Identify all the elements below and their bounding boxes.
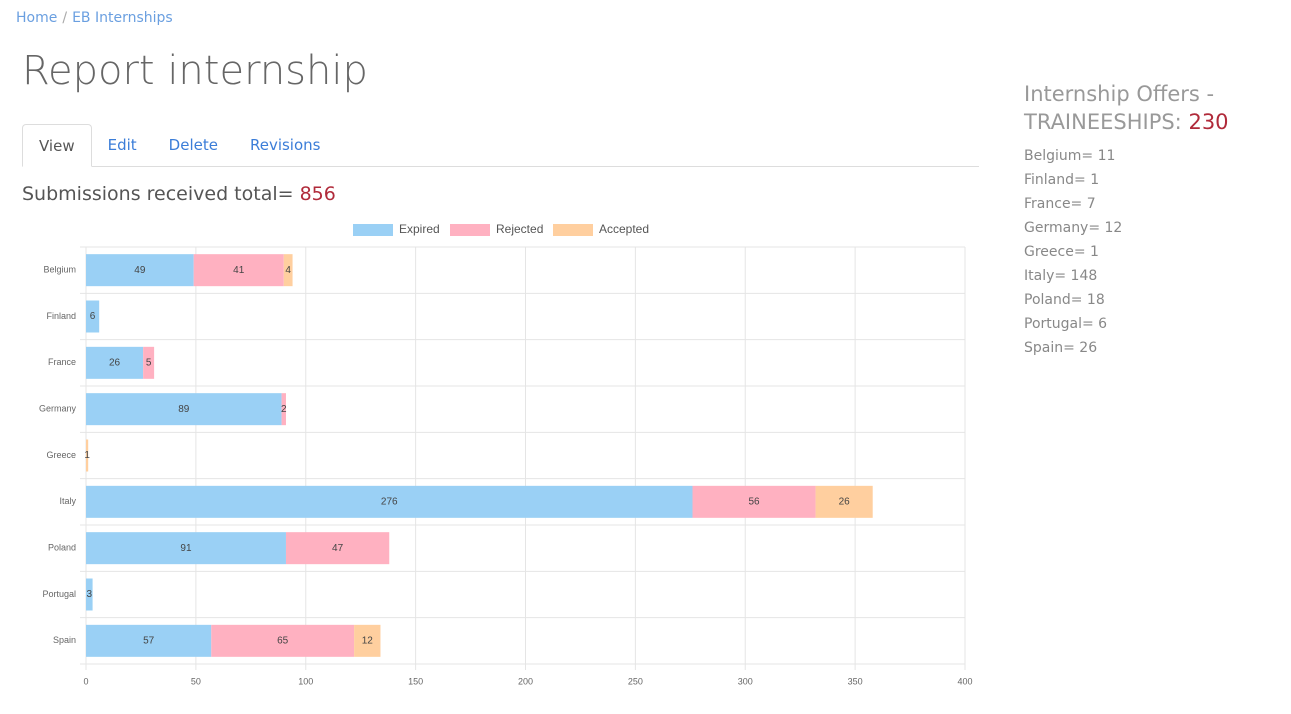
bar-segment [86,578,93,611]
tab[interactable]: Delete [168,136,218,154]
data-label: 12 [362,635,374,646]
y-tick-label: Greece [46,450,76,460]
tabs: View Edit Delete Revisions [22,124,979,167]
bar-segment [86,254,194,287]
sidebar-title-text: Internship Offers - TRAINEESHIPS: [1024,82,1215,134]
data-label: 26 [109,357,121,368]
legend-label: Accepted [599,222,649,236]
page-title: Report internship [22,48,368,94]
data-label: 2 [281,404,287,415]
data-label: 57 [143,635,155,646]
data-label: 276 [381,496,398,507]
data-label: 1 [84,450,90,461]
bar-segment [86,300,100,333]
legend-swatch [553,224,593,236]
y-tick-label: Italy [59,496,76,506]
sidebar-item: Italy= 148 [1024,268,1098,284]
bar-segment [86,532,286,565]
sidebar-item: Portugal= 6 [1024,316,1108,332]
bar-segment [86,485,693,518]
x-tick-label: 300 [738,676,753,686]
sidebar-item: Poland= 18 [1024,292,1105,308]
bar-segment [86,393,282,426]
data-label: 47 [332,543,344,554]
sidebar: Internship Offers - TRAINEESHIPS: 230 Be… [1024,80,1284,360]
summary-label: Submissions received total= [22,183,294,205]
tab[interactable]: View [22,124,92,167]
sidebar-item: France= 7 [1024,196,1096,212]
bar-segment [86,346,144,379]
bar-segment [211,624,355,657]
data-label: 49 [134,265,146,276]
tab[interactable]: Revisions [249,136,321,154]
x-tick-label: 150 [408,676,423,686]
y-tick-label: Portugal [42,589,76,599]
x-tick-label: 400 [957,676,972,686]
separator: / [62,10,68,26]
data-label: 89 [178,404,190,415]
y-tick-label: Germany [39,404,77,414]
data-label: 65 [277,635,289,646]
data-label: 56 [748,496,760,507]
data-label: 91 [180,543,192,554]
legend-label: Rejected [496,222,543,236]
x-tick-label: 50 [191,676,201,686]
bar-segment [281,393,286,426]
bar-segment [143,346,155,379]
sidebar-item: Spain= 26 [1024,340,1098,356]
y-tick-label: Spain [53,635,76,645]
bar-segment [193,254,284,287]
breadcrumb-link[interactable]: Home [16,10,58,26]
bar-segment [815,485,873,518]
bar-segment [285,532,390,565]
data-label: 4 [285,265,291,276]
breadcrumb-link[interactable]: EB Internships [72,10,173,26]
chart: 0 50 100 150 200 250 300 350 400 Belgium 49 41 4 Finl… [39,222,973,686]
bar-segment [354,624,381,657]
sidebar-item: Greece= 1 [1024,244,1099,260]
sidebar-item: Germany= 12 [1024,220,1123,236]
y-tick-label: France [48,357,76,367]
sidebar-title: Internship Offers - TRAINEESHIPS: 230 [1024,80,1284,136]
y-tick-label: Finland [46,311,76,321]
x-tick-label: 100 [298,676,313,686]
breadcrumb: Home / EB Internships [16,10,173,26]
bar-segment [283,254,293,287]
sidebar-item: Belgium= 11 [1024,148,1116,164]
summary: Submissions received total= 856 [22,183,336,205]
bar-segment [692,485,816,518]
x-tick-label: 350 [848,676,863,686]
y-tick-label: Belgium [43,265,76,275]
bar-segment [86,439,89,472]
x-tick-label: 250 [628,676,643,686]
sidebar-item: Finland= 1 [1024,172,1100,188]
data-label: 3 [87,589,93,600]
legend-label: Expired [399,222,440,236]
data-label: 26 [839,496,851,507]
bar-segment [86,624,212,657]
y-tick-label: Poland [48,543,76,553]
x-tick-label: 0 [83,676,88,686]
data-label: 41 [233,265,245,276]
x-tick-label: 200 [518,676,533,686]
summary-total: 856 [299,183,336,205]
sidebar-list: Belgium= 11 Finland= 1 France= 7 Germany= 1… [1024,144,1284,360]
data-label: 6 [90,311,96,322]
legend-swatch [353,224,393,236]
legend-swatch [450,224,490,236]
sidebar-total: 230 [1188,110,1229,134]
data-label: 5 [146,357,152,368]
tab[interactable]: Edit [107,136,137,154]
